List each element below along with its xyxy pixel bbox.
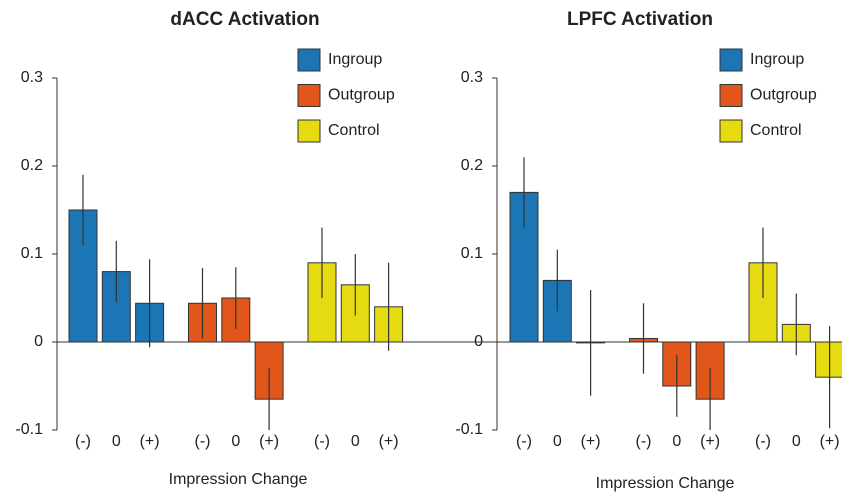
x-axis-label: Impression Change [169, 471, 308, 488]
y-tick-label: 0.1 [461, 245, 483, 262]
x-tick-label: (+) [820, 433, 840, 450]
x-tick-label: 0 [231, 433, 240, 450]
chart-title: dACC Activation [170, 9, 319, 30]
x-tick-label: (+) [140, 433, 160, 450]
x-axis-label: Impression Change [596, 475, 735, 492]
x-tick-label: 0 [112, 433, 121, 450]
x-tick-label: (-) [195, 433, 211, 450]
y-tick-label: -0.1 [455, 421, 483, 438]
y-tick-label: 0.2 [461, 157, 483, 174]
x-tick-label: (+) [379, 433, 399, 450]
legend-label: Ingroup [750, 51, 804, 68]
x-tick-label: 0 [672, 433, 681, 450]
x-tick-label: (-) [755, 433, 771, 450]
x-tick-label: (-) [636, 433, 652, 450]
legend-label: Outgroup [328, 87, 395, 104]
x-tick-label: (-) [516, 433, 532, 450]
x-tick-label: (+) [259, 433, 279, 450]
legend-swatch [297, 48, 321, 72]
y-tick-label: 0.3 [461, 69, 483, 86]
x-tick-label: (+) [700, 433, 720, 450]
x-tick-label: 0 [553, 433, 562, 450]
x-tick-label: 0 [792, 433, 801, 450]
x-tick-label: (+) [581, 433, 601, 450]
legend-label: Control [328, 122, 380, 139]
legend-swatch [719, 119, 743, 143]
y-tick-label: 0.2 [21, 157, 43, 174]
bar [815, 341, 842, 378]
y-tick-label: 0.3 [21, 69, 43, 86]
legend-label: Control [750, 122, 802, 139]
legend-label: Ingroup [328, 51, 382, 68]
chart-title: LPFC Activation [567, 9, 713, 30]
x-tick-label: (-) [75, 433, 91, 450]
legend-swatch [297, 119, 321, 143]
y-tick-label: 0 [474, 333, 483, 350]
y-tick-label: 0.1 [21, 245, 43, 262]
y-tick-label: -0.1 [15, 421, 43, 438]
legend-swatch [719, 84, 743, 107]
y-tick-label: 0 [34, 333, 43, 350]
legend-swatch [719, 48, 743, 72]
legend-label: Outgroup [750, 87, 817, 104]
x-tick-label: (-) [314, 433, 330, 450]
x-tick-label: 0 [351, 433, 360, 450]
legend-swatch [297, 84, 321, 107]
